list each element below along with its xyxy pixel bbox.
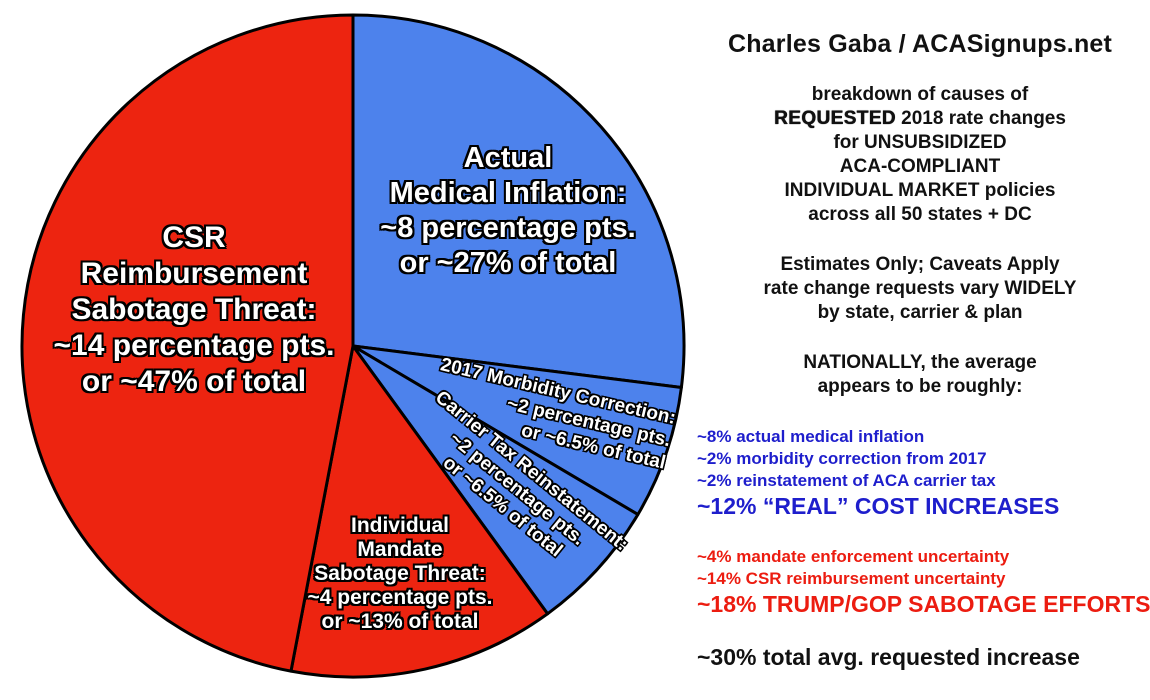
label-line: ~4 percentage pts. [307, 586, 493, 609]
label-line: or ~27% of total [399, 247, 617, 279]
pie-slice-csr-reimbursement-sabotage-threat [20, 13, 355, 673]
sabotage-total: ~18% TRUMP/GOP SABOTAGE EFFORTS [697, 591, 1150, 617]
caveats-line: by state, carrier & plan [817, 302, 1023, 323]
label-line: Medical Inflation: [389, 177, 627, 209]
nationally-line: appears to be roughly: [817, 376, 1023, 397]
caveats-line: Estimates Only; Caveats Apply [780, 254, 1060, 275]
label-line: Actual [463, 142, 553, 174]
caveats-line: rate change requests vary WIDELY [763, 278, 1077, 299]
label-line: Sabotage Threat: [314, 562, 486, 585]
nationally-block: NATIONALLY, the average appears to be ro… [690, 351, 1150, 399]
slice-label-csr-reimbursement: CSR Reimbursement Sabotage Threat: ~14 p… [54, 220, 335, 400]
description-line-rest: 2018 rate changes [895, 108, 1066, 129]
list-item: ~8% actual medical inflation [697, 427, 925, 446]
real-cost-total: ~12% “REAL” COST INCREASES [697, 493, 1060, 519]
label-line: or ~47% of total [81, 365, 307, 398]
label-line: ~14 percentage pts. [53, 329, 335, 362]
pie-chart [20, 13, 686, 679]
slice-label-individual-mandate: Individual Mandate Sabotage Threat: ~4 p… [308, 514, 493, 634]
list-item: ~2% morbidity correction from 2017 [697, 449, 987, 468]
real-cost-list: ~8% actual medical inflation ~2% morbidi… [697, 426, 1150, 520]
requested-emphasis: REQUESTED [774, 108, 896, 129]
text-panel: Charles Gaba / ACASignups.net breakdown … [690, 0, 1150, 700]
description-line: INDIVIDUAL MARKET policies [784, 180, 1056, 201]
label-line: or ~13% of total [321, 610, 479, 633]
pie-slice-actual-medical-inflation [351, 13, 686, 389]
pie-slice-2017-morbidity-correction [351, 344, 683, 516]
slice-label-actual-medical-inflation: Actual Medical Inflation: ~8 percentage … [380, 141, 635, 281]
list-item: ~2% reinstatement of ACA carrier tax [697, 471, 996, 490]
description-line: ACA-COMPLIANT [839, 156, 1001, 177]
description-line: for UNSUBSIDIZED [833, 132, 1007, 153]
label-line: Sabotage Threat: [71, 293, 317, 326]
label-line: Mandate [357, 538, 443, 561]
attribution-title: Charles Gaba / ACASignups.net [727, 30, 1113, 58]
label-line: Reimbursement [80, 257, 308, 290]
list-item: ~14% CSR reimbursement uncertainty [697, 569, 1006, 588]
grand-total: ~30% total avg. requested increase [697, 644, 1080, 670]
sabotage-list: ~4% mandate enforcement uncertainty ~14%… [697, 546, 1150, 618]
description-block: breakdown of causes of REQUESTED 2018 ra… [690, 83, 1150, 227]
list-item: ~4% mandate enforcement uncertainty [697, 547, 1010, 566]
label-line: CSR [162, 221, 226, 254]
nationally-line: NATIONALLY, the average [803, 352, 1037, 373]
pie-slice-carrier-tax-reinstatement [351, 344, 640, 616]
description-line: REQUESTED 2018 rate changes [690, 107, 1150, 131]
label-line: Individual [350, 514, 449, 537]
label-line: ~8 percentage pts. [380, 212, 636, 244]
description-line: across all 50 states + DC [808, 204, 1032, 225]
description-line: breakdown of causes of [811, 84, 1029, 105]
pie-slice-individual-mandate-sabotage-threat [289, 344, 550, 679]
caveats-block: Estimates Only; Caveats Apply rate chang… [690, 253, 1150, 325]
